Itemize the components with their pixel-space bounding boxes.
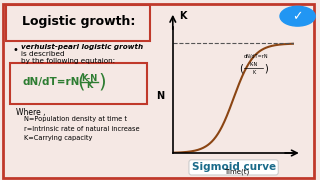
Text: Where ,: Where ,	[16, 108, 45, 117]
Text: by the following equtaion:: by the following equtaion:	[21, 58, 115, 64]
Circle shape	[280, 6, 315, 26]
Text: K=Carrying capacity: K=Carrying capacity	[24, 135, 92, 141]
Text: is described: is described	[21, 51, 64, 57]
Text: K-N: K-N	[250, 62, 258, 67]
Text: ): )	[264, 63, 268, 73]
Text: N=Population density at time t: N=Population density at time t	[24, 116, 127, 122]
Text: N: N	[156, 91, 165, 101]
FancyBboxPatch shape	[6, 5, 150, 41]
Text: ): )	[98, 72, 106, 91]
Text: dN/dT=rN: dN/dT=rN	[22, 77, 80, 87]
Text: •: •	[13, 45, 19, 55]
FancyBboxPatch shape	[10, 63, 147, 104]
Text: dN/dT=rN: dN/dT=rN	[243, 53, 268, 59]
Text: r=Intrinsic rate of natural increase: r=Intrinsic rate of natural increase	[24, 126, 140, 132]
Text: K-N: K-N	[81, 74, 97, 83]
Text: Sigmoid curve: Sigmoid curve	[192, 162, 276, 172]
Text: Logistic growth:: Logistic growth:	[22, 15, 135, 28]
Text: verhulst-pearl logistic growth: verhulst-pearl logistic growth	[21, 44, 143, 50]
Text: (: (	[239, 63, 243, 73]
Text: Time(t): Time(t)	[224, 168, 249, 175]
Text: K: K	[252, 71, 255, 75]
Text: K: K	[86, 81, 92, 90]
Text: K: K	[179, 11, 186, 21]
Text: ✓: ✓	[292, 10, 303, 23]
Text: (: (	[78, 72, 85, 91]
